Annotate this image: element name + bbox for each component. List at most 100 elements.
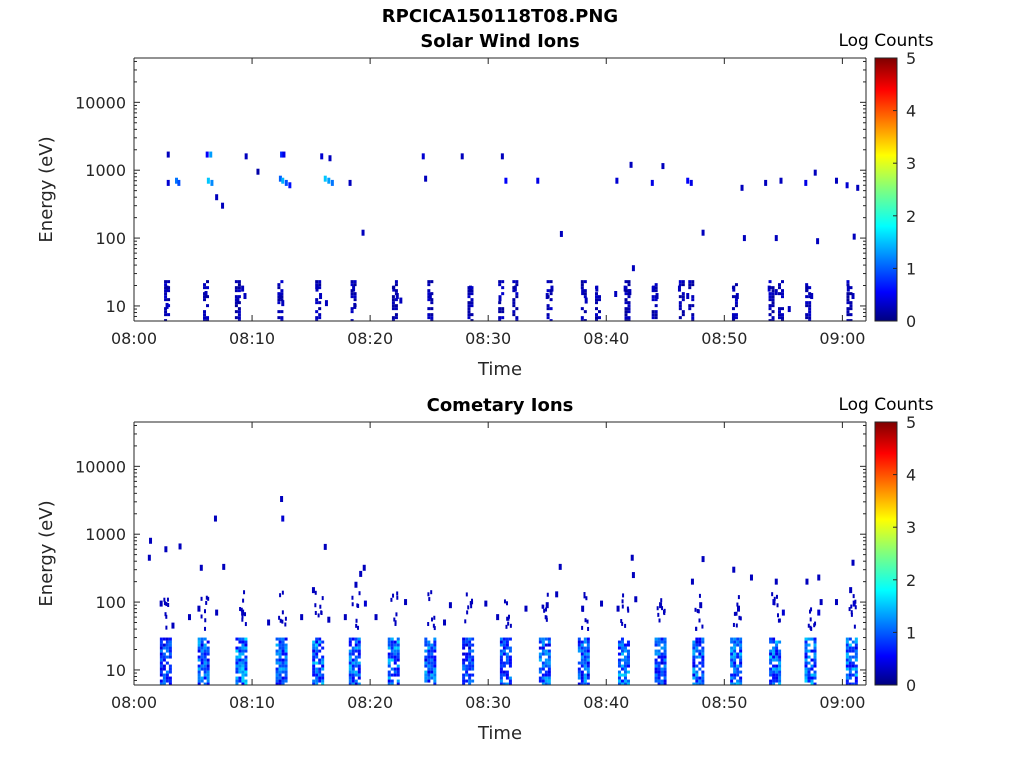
burst-cell	[393, 661, 397, 665]
burst-cell	[845, 679, 849, 683]
scatter-cell	[850, 612, 853, 617]
burst-cell	[771, 295, 775, 299]
burst-cell	[167, 298, 171, 302]
burst-cell	[701, 670, 705, 674]
burst-cell	[168, 637, 172, 641]
burst-cell	[391, 286, 395, 290]
burst-cell	[238, 670, 242, 674]
burst-cell	[275, 676, 279, 680]
burst-cell	[626, 643, 630, 647]
burst-cell	[203, 646, 207, 650]
data-cell	[311, 587, 315, 594]
burst-cell	[508, 637, 512, 641]
burst-cell	[657, 682, 661, 685]
burst-cell	[736, 637, 740, 641]
burst-cell	[357, 670, 361, 674]
burst-cell	[275, 670, 279, 674]
burst-cell	[241, 658, 245, 662]
burst-cell	[284, 676, 288, 680]
burst-cell	[736, 670, 740, 674]
scatter-cell	[777, 618, 780, 623]
burst-cell	[394, 289, 398, 293]
burst-cell	[159, 673, 163, 677]
burst-cell	[162, 646, 166, 650]
burst-cell	[739, 679, 743, 683]
burst-cell	[471, 679, 475, 683]
burst-cell	[768, 295, 772, 299]
burst-cell	[164, 298, 168, 302]
burst-cell	[167, 280, 171, 284]
burst-cell	[502, 661, 506, 665]
burst-cell	[315, 673, 319, 677]
data-cell	[817, 574, 821, 581]
burst-cell	[580, 661, 584, 665]
burst-cell	[321, 655, 325, 659]
burst-cell	[353, 295, 357, 299]
burst-cell	[433, 649, 437, 653]
burst-cell	[663, 664, 667, 668]
burst-cell	[396, 655, 400, 659]
burst-cell	[197, 646, 201, 650]
burst-cell	[663, 676, 667, 680]
burst-cell	[502, 637, 506, 641]
burst-cell	[620, 637, 624, 641]
burst-cell	[280, 316, 284, 320]
burst-cell	[244, 649, 248, 653]
burst-cell	[433, 646, 437, 650]
burst-cell	[681, 295, 685, 299]
burst-cell	[433, 670, 437, 674]
burst-cell	[547, 679, 551, 683]
burst-cell	[206, 682, 210, 685]
burst-cell	[350, 307, 354, 311]
burst-cell	[203, 637, 207, 641]
burst-cell	[315, 298, 319, 302]
data-cell	[159, 600, 163, 607]
y-tick-label: 10000	[75, 457, 126, 476]
burst-cell	[275, 637, 279, 641]
burst-cell	[657, 673, 661, 677]
burst-cell	[312, 655, 316, 659]
burst-cell	[241, 667, 245, 671]
burst-cell	[390, 682, 394, 685]
burst-cell	[731, 313, 735, 317]
data-cell	[845, 182, 849, 189]
data-cell	[243, 293, 247, 300]
burst-cell	[430, 676, 434, 680]
burst-cell	[623, 661, 627, 665]
burst-cell	[695, 670, 699, 674]
y-tick-label: 1000	[85, 161, 126, 180]
burst-cell	[813, 655, 817, 659]
scatter-cell	[660, 598, 663, 603]
burst-cell	[810, 682, 814, 685]
burst-cell	[499, 667, 503, 671]
burst-cell	[660, 640, 664, 644]
scatter-cell	[627, 608, 630, 613]
burst-cell	[851, 646, 855, 650]
burst-cell	[804, 655, 808, 659]
burst-cell	[547, 637, 551, 641]
burst-cell	[427, 295, 431, 299]
burst-cell	[620, 646, 624, 650]
burst-cell	[807, 679, 811, 683]
burst-cell	[804, 643, 808, 647]
burst-cell	[695, 643, 699, 647]
burst-cell	[318, 679, 322, 683]
burst-cell	[807, 655, 811, 659]
burst-cell	[778, 673, 782, 677]
scatter-cell	[776, 603, 779, 608]
burst-cell	[235, 679, 239, 683]
burst-cell	[778, 655, 782, 659]
burst-cell	[651, 295, 655, 299]
burst-cell	[731, 316, 735, 320]
burst-cell	[468, 646, 472, 650]
burst-cell	[654, 298, 658, 302]
burst-cell	[808, 295, 812, 299]
data-cell	[241, 609, 245, 616]
burst-cell	[390, 643, 394, 647]
burst-cell	[275, 679, 279, 683]
burst-cell	[312, 652, 316, 656]
burst-cell	[318, 637, 322, 641]
burst-cell	[162, 673, 166, 677]
burst-cell	[813, 640, 817, 644]
burst-cell	[678, 301, 682, 305]
